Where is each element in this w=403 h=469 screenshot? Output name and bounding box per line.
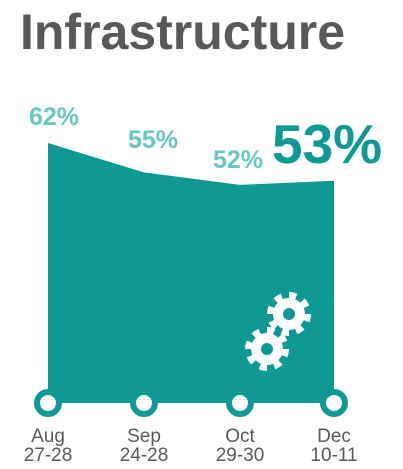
x-tick-label-2-1: 29-30 xyxy=(216,445,265,466)
value-label-emphasized: 53% xyxy=(272,113,382,175)
x-tick-label-0-0: Aug xyxy=(31,426,65,447)
x-tick-label-2-0: Oct xyxy=(225,426,255,447)
value-label-0: 62% xyxy=(29,103,79,131)
data-point-marker-0 xyxy=(34,389,62,417)
x-tick-label-1-1: 24-28 xyxy=(120,445,169,466)
data-point-marker-2 xyxy=(226,389,254,417)
area-series xyxy=(48,143,334,403)
x-tick-label-1-0: Sep xyxy=(127,426,161,447)
value-label-2: 52% xyxy=(213,146,263,174)
data-point-marker-1 xyxy=(130,389,158,417)
gear-hole xyxy=(261,343,273,355)
value-label-1: 55% xyxy=(128,126,178,154)
gear-hole xyxy=(283,308,295,320)
data-point-marker-3 xyxy=(320,389,348,417)
x-tick-label-3-1: 10-11 xyxy=(310,445,357,466)
x-tick-label-3-0: Dec xyxy=(317,426,351,447)
x-tick-label-0-1: 27-28 xyxy=(24,445,73,466)
chart-title: Infrastructure xyxy=(20,4,346,60)
gears-decoration xyxy=(245,292,311,371)
